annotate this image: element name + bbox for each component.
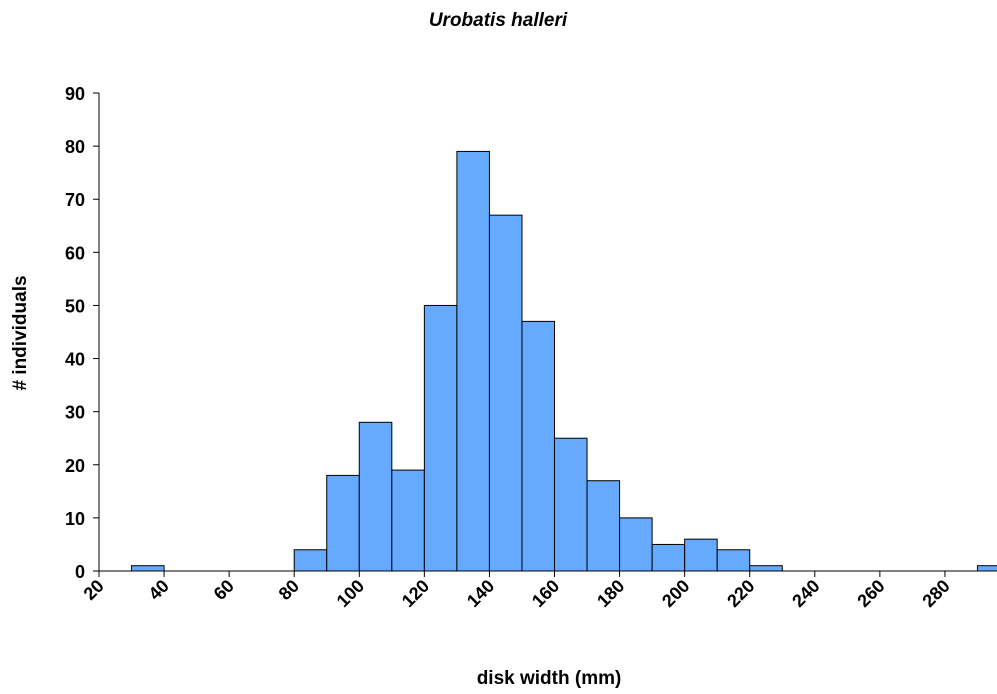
y-tick-label: 30 bbox=[65, 403, 85, 423]
chart-title: Urobatis halleri bbox=[429, 10, 568, 31]
y-tick-label: 20 bbox=[65, 456, 85, 476]
bar bbox=[521, 320, 556, 572]
x-tick-label: 200 bbox=[658, 576, 693, 611]
x-tick-label: 180 bbox=[593, 576, 628, 611]
y-axis-label: # individuals bbox=[10, 275, 31, 390]
x-tick-label: 280 bbox=[918, 576, 953, 611]
x-tick-label: 100 bbox=[333, 576, 368, 611]
bar bbox=[749, 565, 783, 572]
bars bbox=[131, 150, 997, 572]
x-tick-label: 40 bbox=[145, 576, 173, 604]
y-tick-label: 80 bbox=[65, 137, 85, 157]
bar bbox=[651, 543, 686, 572]
bar bbox=[293, 549, 328, 572]
bar bbox=[488, 214, 523, 572]
bar bbox=[456, 150, 490, 572]
bar bbox=[358, 421, 393, 572]
bar bbox=[976, 565, 997, 572]
y-tick-label: 60 bbox=[65, 243, 85, 263]
bar bbox=[391, 469, 425, 572]
y-tick-label: 50 bbox=[65, 296, 85, 316]
x-axis-label: disk width (mm) bbox=[477, 668, 622, 689]
y-tick-label: 40 bbox=[65, 350, 85, 370]
y-tick-label: 90 bbox=[65, 84, 85, 104]
x-tick-label: 220 bbox=[723, 576, 758, 611]
x-tick-label: 120 bbox=[398, 576, 433, 611]
x-tick-label: 260 bbox=[853, 576, 888, 611]
y-tick-label: 0 bbox=[75, 562, 85, 582]
y-tick-label: 10 bbox=[65, 509, 85, 529]
bar bbox=[619, 517, 653, 572]
y-tick-label: 70 bbox=[65, 190, 85, 210]
bar bbox=[716, 549, 751, 572]
bar bbox=[684, 538, 718, 572]
bar bbox=[423, 304, 458, 572]
bar bbox=[554, 437, 588, 572]
x-tick-label: 60 bbox=[210, 576, 238, 604]
x-tick-label: 160 bbox=[528, 576, 563, 611]
bar bbox=[326, 474, 360, 572]
bar bbox=[586, 480, 621, 572]
x-tick-label: 240 bbox=[788, 576, 823, 611]
bar bbox=[131, 565, 165, 572]
x-tick-label: 80 bbox=[275, 576, 303, 604]
x-tick-label: 140 bbox=[463, 576, 498, 611]
